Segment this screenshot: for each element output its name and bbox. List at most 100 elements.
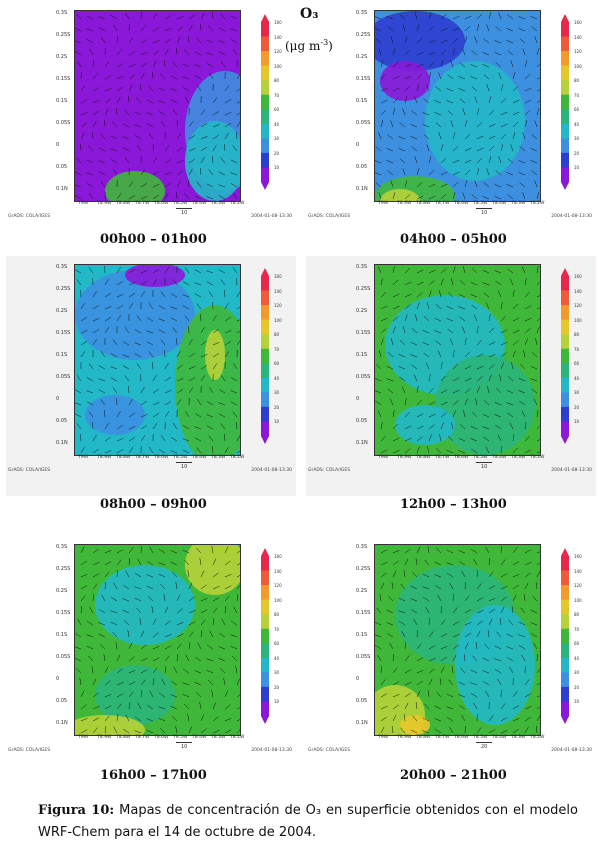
time-label-1: 04h00 – 05h00 (400, 232, 507, 247)
x-tick-label: 78.3W (511, 201, 526, 206)
colorbar-label: 140 (274, 288, 282, 294)
x-tick-label: 79W (78, 455, 89, 460)
colorbar-segment (261, 363, 269, 379)
colorbar-label: 120 (274, 583, 282, 589)
y-tick-label: 0.1N (56, 186, 68, 192)
x-tick-label: 78.8W (416, 201, 431, 206)
y-tick-label: 0.1S (56, 98, 68, 104)
x-tick-label: 78.7W (135, 735, 150, 740)
colorbar-label: 140 (274, 568, 282, 574)
colorbar-segment (261, 94, 269, 110)
reference-vector-label: 10 (181, 464, 188, 470)
x-tick-label: 78.8W (116, 201, 131, 206)
y-tick-label: 0.05S (56, 654, 71, 660)
colorbar-segment (561, 109, 569, 125)
colorbar-segment (561, 599, 569, 615)
reference-vector-bar (176, 462, 192, 463)
colorbar-segment (261, 570, 269, 586)
legend-units-prefix: (μg m (285, 39, 321, 53)
y-tick-label: 0.25S (356, 286, 371, 292)
time-label-0: 00h00 – 01h00 (100, 232, 207, 247)
grads-credit: GrADS: COLA/IGES (8, 748, 51, 753)
x-tick-label: 78.7W (135, 201, 150, 206)
colorbar-label: 40 (574, 121, 580, 127)
figure-caption-label: Figura 10: (38, 803, 115, 818)
x-tick-label: 78.6W (454, 455, 469, 460)
plot-timestamp: 2004-01-08-13:30 (251, 468, 292, 473)
time-label-3: 12h00 – 13h00 (400, 497, 507, 512)
reference-vector-label: 10 (481, 464, 488, 470)
x-tick-label: 78.5W (173, 735, 188, 740)
colorbar-segment (261, 657, 269, 673)
x-tick-label: 78.2W (530, 735, 545, 740)
grads-credit: GrADS: COLA/IGES (8, 214, 51, 219)
time-label-5: 20h00 – 21h00 (400, 768, 507, 783)
ozone-map (74, 10, 241, 202)
colorbar-segment (261, 406, 269, 422)
y-tick-label: 0.2S (56, 588, 68, 594)
x-tick-label: 78.8W (116, 735, 131, 740)
colorbar (261, 548, 269, 724)
x-tick-label: 78.2W (230, 201, 245, 206)
x-tick-label: 78.4W (192, 201, 207, 206)
y-tick-label: 0 (56, 396, 60, 402)
colorbar-label: 100 (274, 597, 282, 603)
y-tick-label: 0.05 (356, 164, 368, 170)
x-tick-label: 78.3W (211, 455, 226, 460)
colorbar-segment (561, 290, 569, 306)
x-tick-label: 78.4W (192, 455, 207, 460)
colorbar-segment (261, 152, 269, 168)
x-tick-label: 78.8W (416, 735, 431, 740)
colorbar-segment (561, 628, 569, 644)
colorbar-label: 10 (574, 419, 580, 425)
x-tick-label: 78.9W (97, 735, 112, 740)
y-tick-label: 0.2S (56, 308, 68, 314)
reference-vector-bar (476, 208, 492, 209)
x-tick-label: 79W (378, 735, 389, 740)
grads-credit: GrADS: COLA/IGES (308, 214, 351, 219)
x-tick-label: 78.8W (116, 455, 131, 460)
colorbar (261, 14, 269, 190)
y-tick-label: 0.1S (56, 632, 68, 638)
colorbar-label: 160 (574, 20, 582, 25)
y-tick-label: 0.05S (56, 120, 71, 126)
colorbar-label: 160 (574, 554, 582, 559)
y-tick-label: 0.1N (56, 440, 68, 446)
colorbar-label: 120 (574, 583, 582, 589)
colorbar-label: 20 (274, 404, 280, 410)
x-tick-label: 78.9W (97, 455, 112, 460)
colorbar-label: 70 (574, 92, 580, 98)
x-tick-label: 78.7W (435, 201, 450, 206)
y-tick-label: 0.25S (56, 286, 71, 292)
colorbar-label: 30 (274, 136, 280, 142)
x-tick-label: 78.3W (511, 735, 526, 740)
y-tick-label: 0.3S (356, 10, 368, 16)
x-tick-label: 78.6W (154, 201, 169, 206)
colorbar-label: 20 (574, 150, 580, 156)
y-tick-label: 0.05 (56, 418, 68, 424)
colorbar-segment (561, 657, 569, 673)
x-tick-label: 79W (78, 735, 89, 740)
y-tick-label: 0.3S (356, 264, 368, 270)
legend-title: O₃ (300, 6, 319, 22)
y-tick-label: 0.2S (56, 54, 68, 60)
colorbar-segment (261, 167, 269, 183)
colorbar-segment (561, 570, 569, 586)
map-panel-1: 0.3S 0.25S 0.2S 0.15S 0.1S 0.05S 0 0.05 0.1N 79W 7… (306, 2, 596, 242)
colorbar-segment (261, 421, 269, 437)
colorbar-segment (261, 628, 269, 644)
x-tick-label: 79W (78, 201, 89, 206)
x-tick-label: 78.4W (492, 201, 507, 206)
y-tick-label: 0.05S (56, 374, 71, 380)
colorbar-label: 120 (574, 49, 582, 55)
x-tick-label: 78.2W (230, 455, 245, 460)
y-tick-label: 0.15S (56, 610, 71, 616)
y-tick-label: 0.15S (56, 330, 71, 336)
plot-timestamp: 2004-01-08-13:30 (251, 214, 292, 219)
y-tick-label: 0.1S (356, 632, 368, 638)
x-tick-label: 78.6W (454, 735, 469, 740)
map-panel-2: 0.3S 0.25S 0.2S 0.15S 0.1S 0.05S 0 0.05 0.1N 79W 7… (6, 256, 296, 496)
map-panel-5: 0.3S 0.25S 0.2S 0.15S 0.1S 0.05S 0 0.05 0.1N 79W 7… (306, 536, 596, 776)
colorbar-label: 60 (574, 641, 580, 647)
colorbar-segment (561, 614, 569, 630)
